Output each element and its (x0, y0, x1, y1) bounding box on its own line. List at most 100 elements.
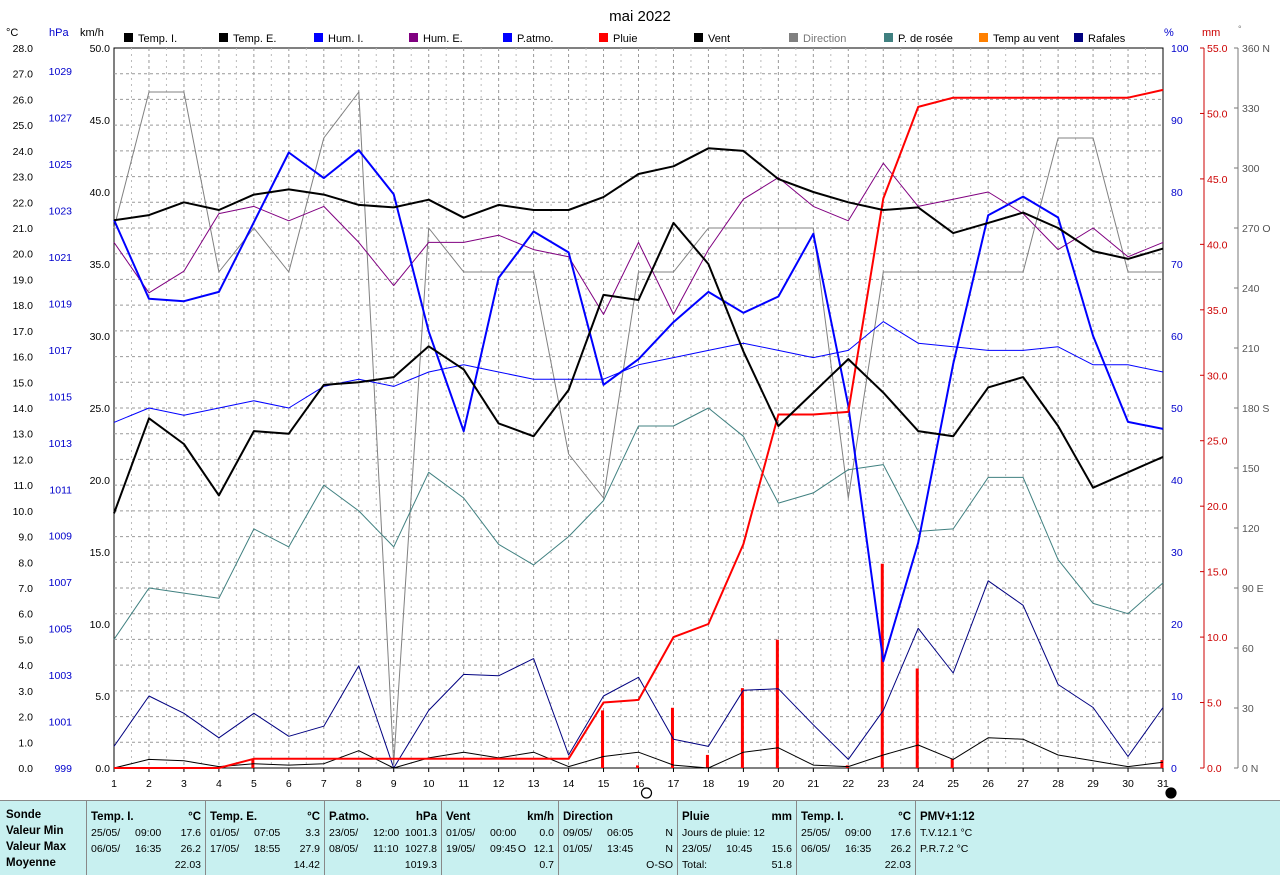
wind-tick-label: 45.0 (90, 115, 111, 127)
weather-chart: mai 2022 °C hPa km/h% mm ° 0.0 1.0 2.0 3.0 4.0 5.0 6… (6, 8, 1271, 799)
tv-value: T.V.12.1 °C (920, 827, 973, 839)
pressure-tick-label: 999 (54, 763, 72, 775)
pressure-tick-label: 1027 (49, 113, 73, 125)
series-line-pluie (114, 88, 1164, 769)
day-tick-label: 6 (286, 778, 292, 790)
direction-tick-label: 360 N (1242, 43, 1270, 55)
temp-tick-label: 1.0 (18, 737, 33, 749)
temp-tick-label: 25.0 (13, 120, 34, 132)
humidity-tick-label: 0 (1171, 763, 1177, 775)
pressure-tick-label: 1009 (49, 531, 73, 543)
stats-direction: Direction 09/05/06:05 N 01/05/13:45 N O-SO (559, 801, 678, 875)
max-value: 26.2 (180, 843, 201, 855)
temp-unit-label: °C (6, 27, 18, 39)
temp-tick-label: 4.0 (18, 660, 33, 672)
day-tick-label: 30 (1122, 778, 1134, 790)
rain-tick-label: 40.0 (1207, 239, 1228, 251)
stats-panel: Sonde Valeur Min Valeur Max Moyenne Temp… (0, 800, 1280, 875)
humidity-tick-label: 80 (1171, 187, 1183, 199)
pressure-unit-label: hPa (49, 27, 69, 39)
col-title: Vent (446, 811, 471, 823)
legend-label: Temp. E. (233, 33, 276, 45)
temp-tick-label: 7.0 (18, 583, 33, 595)
pressure-tick-label: 1011 (49, 484, 72, 496)
legend-swatch (314, 33, 323, 42)
day-tick-label: 22 (842, 778, 854, 790)
humidity-tick-label: 60 (1171, 331, 1183, 343)
day-tick-label: 9 (391, 778, 397, 790)
wind-unit-label: km/h (80, 27, 104, 39)
legend-swatch (599, 33, 608, 42)
day-tick-label: 1 (111, 778, 117, 790)
rain-tick-label: 35.0 (1207, 305, 1228, 317)
max-date: 08/05/ (329, 843, 359, 855)
day-tick-label: 18 (703, 778, 715, 790)
avg-value: 0.7 (539, 859, 554, 871)
direction-tick-label: 240 (1242, 283, 1260, 295)
pr-value: P.R.7.2 °C (920, 843, 969, 855)
col-unit: km/h (527, 811, 554, 823)
temp-tick-label: 5.0 (18, 634, 33, 646)
max-time: 09:45 (490, 843, 517, 855)
day-tick-label: 4 (216, 778, 222, 790)
col-title: PMV+1:12 (920, 811, 975, 823)
col-title: Temp. I. (91, 811, 134, 823)
day-tick-label: 28 (1052, 778, 1064, 790)
wind-tick-label: 25.0 (90, 403, 111, 415)
temp-tick-label: 19.0 (13, 274, 34, 286)
max-value: 15.6 (771, 843, 792, 855)
rain-tick-label: 45.0 (1207, 174, 1228, 186)
min-value: 1001.3 (404, 827, 437, 839)
min-date: 25/05/ (91, 827, 121, 839)
pressure-tick-label: 1005 (49, 624, 73, 636)
temp-tick-label: 18.0 (13, 300, 34, 312)
pressure-tick-label: 1029 (49, 66, 73, 78)
humidity-tick-label: 40 (1171, 475, 1183, 487)
min-date: 01/05/ (446, 827, 476, 839)
series-line-hum-e- (113, 321, 1164, 423)
day-tick-label: 13 (528, 778, 540, 790)
temp-tick-label: 3.0 (18, 686, 33, 698)
max-value: 12.1 (533, 843, 554, 855)
day-tick-label: 29 (1087, 778, 1099, 790)
wind-tick-label: 50.0 (90, 43, 111, 55)
temp-tick-label: 20.0 (13, 249, 34, 261)
series-line-vent (113, 737, 1164, 769)
temp-tick-label: 28.0 (13, 43, 34, 55)
new-moon-icon (1165, 787, 1177, 799)
legend-label: Pluie (613, 33, 637, 45)
series-line-p-atmo- (113, 149, 1164, 663)
col-title: Direction (563, 811, 613, 823)
legend-label: Temp. I. (138, 33, 177, 45)
pressure-tick-label: 1013 (49, 438, 73, 450)
max-value: 26.2 (890, 843, 911, 855)
avg-value: 1019.3 (404, 859, 437, 871)
day-tick-label: 14 (563, 778, 575, 790)
col-unit: hPa (415, 811, 437, 823)
temp-tick-label: 24.0 (13, 146, 34, 158)
wind-tick-label: 40.0 (90, 187, 111, 199)
max-date: 19/05/ (446, 843, 476, 855)
max-date: 01/05/ (563, 843, 593, 855)
series-line-temp-i- (113, 147, 1164, 260)
temp-tick-label: 11.0 (13, 480, 33, 492)
min-value: N (665, 827, 673, 839)
min-time: 12:00 (373, 827, 400, 839)
pressure-tick-label: 1019 (49, 298, 73, 310)
legend-swatch (409, 33, 418, 42)
min-date: 23/05/ (329, 827, 359, 839)
humidity-tick-label: 10 (1171, 691, 1183, 703)
pressure-tick-label: 1003 (49, 670, 73, 682)
legend-label: Rafales (1088, 33, 1126, 45)
pressure-tick-label: 1025 (49, 159, 73, 171)
rain-tick-label: 50.0 (1207, 108, 1228, 120)
col-unit: °C (188, 811, 201, 823)
day-tick-label: 7 (321, 778, 327, 790)
max-date: 23/05/ (682, 843, 712, 855)
series-line-temp-e- (113, 221, 1164, 514)
direction-tick-label: 270 O (1242, 223, 1271, 235)
legend-swatch (789, 33, 798, 42)
stats-patmo: P.atmo. hPa 23/05/12:00 1001.3 08/05/11:10… (325, 801, 442, 875)
avg-value: O-SO (646, 859, 673, 871)
rain-tick-label: 55.0 (1207, 43, 1228, 55)
